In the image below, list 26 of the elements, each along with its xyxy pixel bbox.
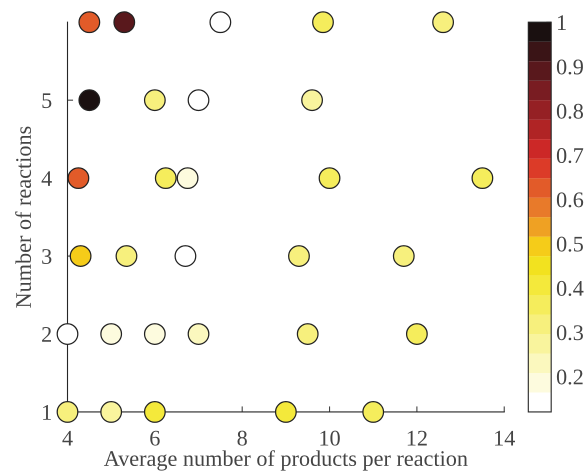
color-bar-label: 0.4 [556,280,584,296]
y-tick-label: 1 [43,405,51,420]
y-tick-label: 4 [42,171,52,186]
x-tick-label: 14 [495,430,515,446]
x-tick-label: 12 [408,430,427,446]
color-bar-label: 0.3 [556,325,583,340]
point [56,401,78,423]
y-axis-title: Number of reactions [15,126,32,308]
color-bar-label: 0.6 [556,192,584,208]
x-tick-label: 4 [62,430,73,446]
color-bar-label: 1 [558,15,566,30]
color-bar-label: 0.9 [556,59,583,75]
x-tick-label: 10 [320,430,340,446]
color-bar-label: 0.5 [556,236,583,252]
x-axis-title: Average number of products per reaction [104,450,468,471]
point [56,323,78,345]
y-tick-label: 3 [42,249,52,264]
point [68,167,90,190]
color-bar-label: 0.2 [556,369,583,385]
y-tick-label: 2 [42,327,51,342]
x-tick-label: 6 [150,430,160,446]
color-bar-label: 0.8 [556,104,583,119]
point [144,401,166,423]
x-tick-label: 8 [237,430,247,446]
color-bar-label: 0.7 [556,148,584,164]
y-tick-label: 5 [42,93,52,108]
